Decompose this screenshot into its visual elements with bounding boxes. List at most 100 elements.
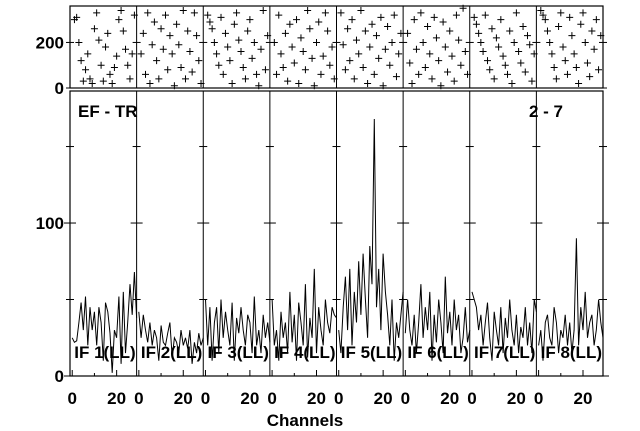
phase-point bbox=[177, 64, 185, 71]
phase-point bbox=[375, 54, 383, 62]
phase-point bbox=[304, 7, 312, 15]
phase-point bbox=[250, 38, 258, 46]
phase-point bbox=[386, 61, 394, 69]
phase-point bbox=[512, 9, 520, 17]
phase-point bbox=[264, 32, 272, 40]
phase-point bbox=[381, 45, 389, 53]
phase-point bbox=[364, 79, 372, 87]
panel-label: IF 2(LL) bbox=[141, 343, 202, 362]
phase-point bbox=[435, 57, 443, 65]
phase-point bbox=[481, 11, 489, 19]
x-tick-label: 0 bbox=[67, 389, 76, 408]
phase-point bbox=[497, 16, 505, 24]
phase-point bbox=[275, 11, 283, 19]
x-tick-label: 20 bbox=[240, 389, 259, 408]
phase-point bbox=[219, 70, 227, 78]
phase-point bbox=[104, 29, 112, 37]
phase-point bbox=[317, 70, 325, 78]
phase-point bbox=[583, 59, 591, 67]
phase-point bbox=[279, 64, 287, 71]
phase-point bbox=[339, 41, 347, 49]
phase-point bbox=[113, 52, 121, 60]
phase-point bbox=[102, 43, 110, 51]
phase-point bbox=[319, 52, 327, 60]
phase-point bbox=[366, 43, 374, 51]
phase-point bbox=[159, 45, 167, 53]
phase-point bbox=[370, 70, 378, 78]
phase-point bbox=[164, 66, 172, 74]
phase-point bbox=[239, 64, 247, 71]
phase-point bbox=[557, 9, 565, 17]
x-tick-label: 0 bbox=[401, 389, 410, 408]
phase-point bbox=[137, 50, 145, 58]
phase-point bbox=[390, 11, 398, 19]
phase-point bbox=[241, 75, 249, 83]
phase-point bbox=[193, 32, 201, 40]
x-tick-label: 0 bbox=[334, 389, 343, 408]
phase-point bbox=[217, 13, 225, 21]
phase-point bbox=[355, 50, 363, 58]
x-tick-label: 20 bbox=[174, 389, 193, 408]
x-tick-label: 20 bbox=[440, 389, 459, 408]
phase-point bbox=[166, 32, 174, 40]
phase-point bbox=[350, 75, 358, 83]
phase-point bbox=[546, 38, 554, 46]
x-tick-label: 0 bbox=[534, 389, 543, 408]
phase-point bbox=[568, 32, 576, 40]
phase-point bbox=[555, 23, 563, 30]
phase-point bbox=[313, 38, 321, 46]
axis-ticks bbox=[64, 41, 609, 377]
phase-point bbox=[330, 75, 338, 83]
phase-point bbox=[488, 25, 496, 33]
phase-point bbox=[572, 64, 580, 71]
phase-point bbox=[306, 25, 314, 33]
phase-point bbox=[344, 25, 352, 33]
phase-point bbox=[261, 66, 269, 74]
phase-point bbox=[428, 75, 436, 83]
phase-point bbox=[257, 45, 265, 53]
phase-point bbox=[144, 9, 152, 17]
phase-point bbox=[308, 54, 316, 62]
phase-point bbox=[441, 43, 449, 51]
phase-point bbox=[281, 29, 289, 37]
phase-point bbox=[437, 82, 445, 90]
amplitude-line bbox=[471, 291, 537, 361]
phase-point bbox=[215, 61, 223, 69]
phase-point bbox=[357, 7, 365, 15]
phase-point bbox=[106, 70, 114, 78]
phase-point bbox=[404, 29, 412, 37]
phase-point bbox=[119, 27, 127, 35]
phase-point bbox=[592, 16, 600, 24]
phase-point bbox=[273, 70, 281, 78]
phase-point bbox=[486, 66, 494, 74]
phase-point bbox=[504, 70, 512, 78]
phase-point bbox=[501, 61, 509, 69]
phase-point bbox=[146, 79, 154, 87]
phase-point bbox=[93, 9, 101, 17]
phase-point bbox=[97, 61, 105, 69]
x-tick-label: 0 bbox=[134, 389, 143, 408]
phase-point bbox=[244, 27, 252, 35]
phase-point bbox=[195, 57, 203, 65]
phase-point bbox=[490, 75, 498, 83]
amplitude-lines-layer bbox=[71, 118, 604, 373]
phase-point bbox=[577, 20, 585, 28]
phase-point bbox=[561, 57, 569, 65]
phase-point bbox=[297, 34, 305, 42]
panel-label: IF 6(LL) bbox=[407, 343, 468, 362]
phase-point bbox=[155, 75, 163, 83]
amplitude-line bbox=[271, 268, 337, 361]
amplitude-line bbox=[205, 296, 271, 361]
phase-point bbox=[246, 16, 254, 24]
phase-point bbox=[597, 32, 605, 40]
phase-point bbox=[161, 11, 169, 19]
phase-point bbox=[352, 36, 360, 44]
phase-point bbox=[226, 57, 234, 65]
panel-label: IF 8(LL) bbox=[541, 343, 602, 362]
phase-point bbox=[523, 32, 531, 40]
phase-point bbox=[184, 27, 192, 35]
x-tick-label: 20 bbox=[574, 389, 593, 408]
phase-point bbox=[575, 79, 583, 87]
phase-point bbox=[377, 13, 385, 21]
